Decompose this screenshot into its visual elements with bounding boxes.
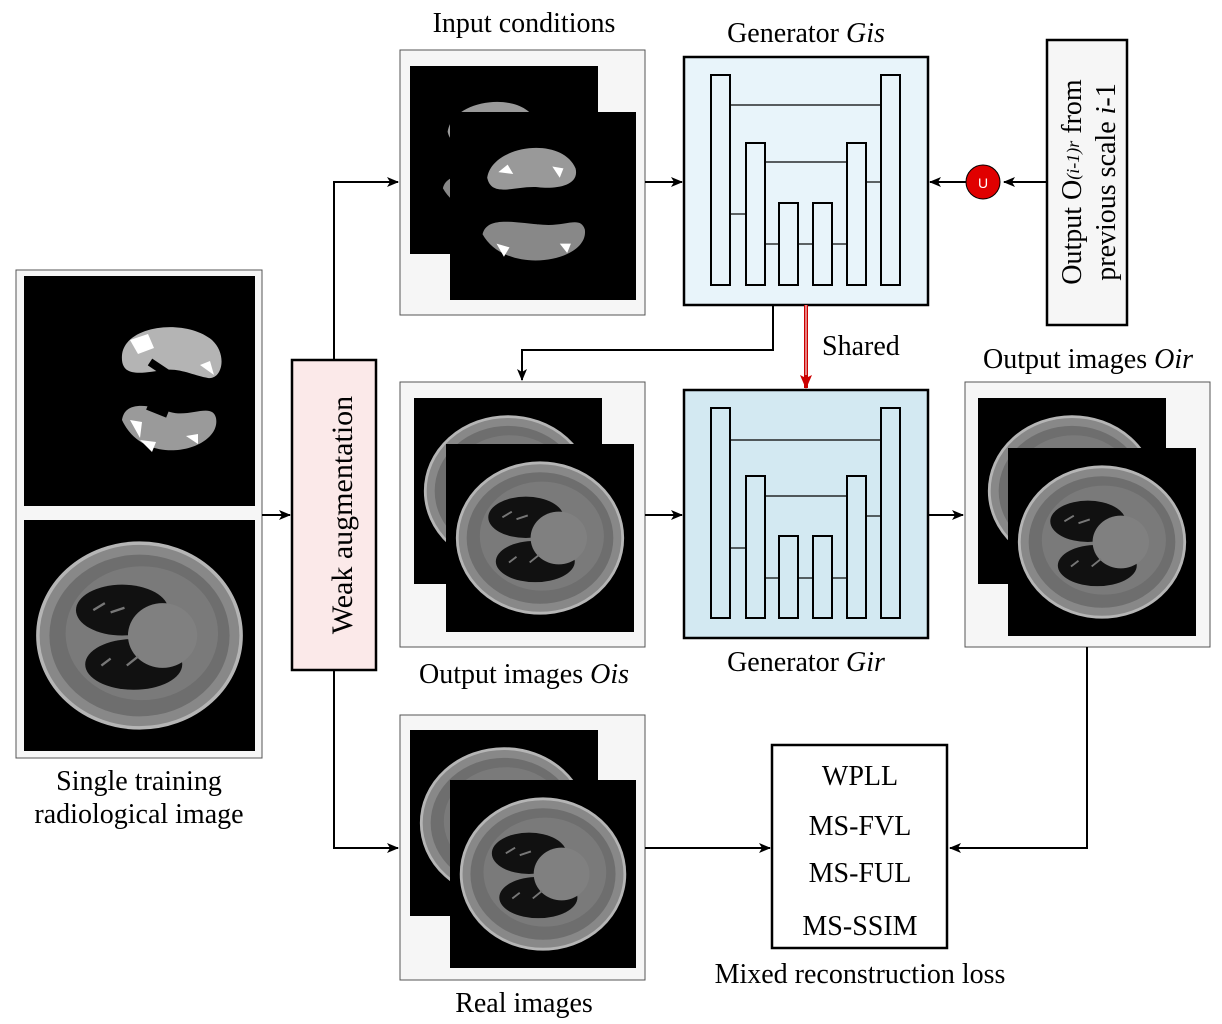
real-image-front: [450, 780, 636, 968]
loss-term-ms-fvl: MS-FVL: [809, 811, 912, 842]
arrow-aug-to-conditions: [333, 177, 399, 360]
real-images-label: Real images: [455, 988, 593, 1019]
single-training-image-panel: Single training radiological image: [15, 269, 263, 830]
single-training-label-line2: radiological image: [34, 799, 243, 830]
generator-gis: Generator Gis: [682, 18, 930, 307]
loss-term-ms-ful: MS-FUL: [809, 858, 912, 889]
generator-gir-label: Generator Gir: [727, 647, 885, 678]
training-mask-image: [24, 276, 255, 506]
shared-weights-arrow: Shared: [800, 305, 900, 389]
input-conditions-label: Input conditions: [433, 8, 616, 39]
output-oir-panel: Output images Oir: [964, 344, 1211, 648]
loss-term-wpll: WPLL: [822, 761, 898, 792]
shared-label: Shared: [822, 331, 900, 362]
unet-gir-blocks: [710, 407, 901, 619]
training-ct-image: [24, 520, 255, 751]
condition-mask-front: [450, 112, 636, 300]
weak-augmentation-box: Weak augmentation: [290, 358, 378, 672]
unet-gis-blocks: [710, 74, 901, 286]
ois-image-front: [446, 444, 634, 632]
arrow-aug-to-real: [333, 670, 399, 853]
real-images-panel: Real images: [399, 714, 646, 1019]
mixed-loss-label: Mixed reconstruction loss: [715, 959, 1006, 990]
previous-output-line1: Output O(i-1)r from: [1057, 79, 1088, 285]
input-conditions-panel: Input conditions: [399, 8, 646, 316]
upsample-symbol: U: [978, 175, 988, 191]
output-ois-label: Output images Ois: [419, 659, 629, 690]
oir-image-front: [1008, 448, 1196, 636]
single-training-label-line1: Single training: [56, 766, 222, 797]
generator-gis-label: Generator Gis: [727, 18, 885, 49]
arrow-gis-to-ois: [517, 305, 774, 381]
arrow-oir-to-loss: [949, 647, 1088, 853]
previous-output-line2: previous scale i-1: [1091, 83, 1122, 281]
upsample-node: U: [965, 164, 1001, 200]
loss-term-ms-ssim: MS-SSIM: [802, 911, 917, 942]
output-ois-panel: Output images Ois: [399, 381, 646, 690]
weak-augmentation-label: Weak augmentation: [326, 396, 359, 634]
output-oir-label: Output images Oir: [983, 344, 1193, 375]
mixed-loss-box: WPLL MS-FVL MS-FUL MS-SSIM Mixed reconst…: [715, 743, 1006, 990]
generator-gir: Generator Gir: [682, 388, 930, 678]
previous-scale-output-box: Output O(i-1)r from previous scale i-1: [1045, 38, 1129, 327]
